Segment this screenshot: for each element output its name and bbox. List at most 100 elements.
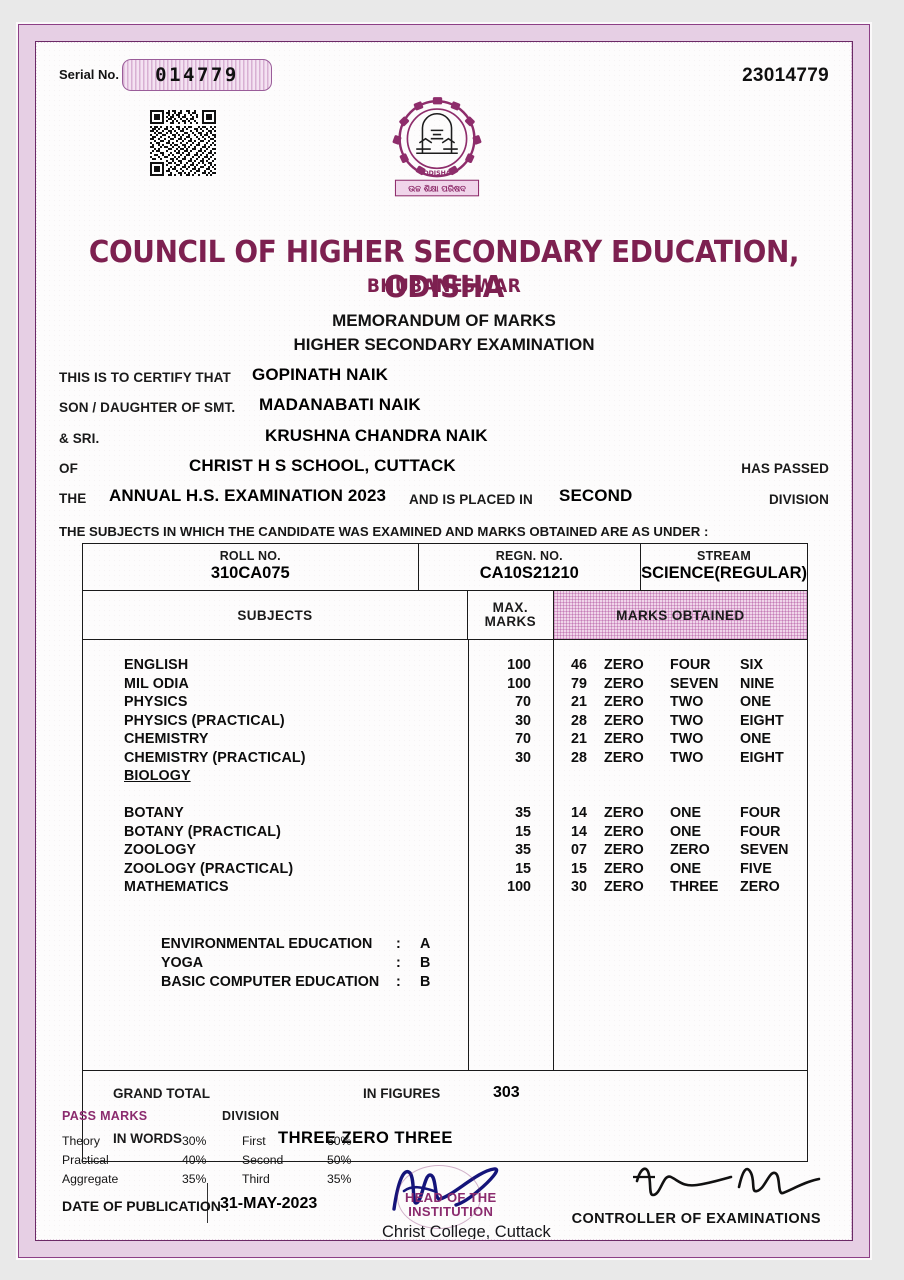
table-row: 30 ZERO THREE ZERO <box>554 878 807 897</box>
table-row <box>83 786 468 805</box>
marks-word-3: ONE <box>740 694 771 711</box>
subject-name: CHEMISTRY <box>124 731 209 748</box>
regn-no-value: CA10S21210 <box>479 564 579 582</box>
grand-total-figures: 303 <box>493 1084 520 1101</box>
max-marks-value: 15 <box>515 823 531 840</box>
table-row: Theory 30% First 60% <box>62 1131 387 1150</box>
marks-word-3: ZERO <box>740 879 780 896</box>
division-name: First <box>242 1133 266 1148</box>
pass-mark-pct: 30% <box>182 1133 207 1148</box>
stream-label: STREAM <box>697 549 752 563</box>
table-row: BOTANY <box>83 804 468 823</box>
subjects-header: SUBJECTS <box>237 607 313 623</box>
subjects-note: THE SUBJECTS IN WHICH THE CANDIDATE WAS … <box>59 524 709 539</box>
marks-word-2: TWO <box>670 712 704 729</box>
max-marks-column: 100 100 70 30 70 30 35 15 35 15 100 <box>468 640 553 1070</box>
subject-name: ZOOLOGY <box>124 842 197 859</box>
has-passed-text: HAS PASSED <box>741 461 829 476</box>
marks-body-row: ENGLISH MIL ODIA PHYSICS PHYSICS (PRACTICAL… <box>83 639 807 1070</box>
serial-no-label: Serial No. <box>59 67 119 82</box>
marks-word-3: EIGHT <box>740 712 784 729</box>
max-marks-value: 100 <box>507 879 531 896</box>
page-title: COUNCIL OF HIGHER SECONDARY EDUCATION, O… <box>88 235 800 305</box>
marks-word-3: FIVE <box>740 860 772 877</box>
marks-word-2: FOUR <box>670 657 711 674</box>
table-row: 15 <box>469 860 553 879</box>
graded-value: B <box>420 955 431 971</box>
marks-word-1: ZERO <box>604 657 644 674</box>
marks-word-2: TWO <box>670 694 704 711</box>
pass-mark-type: Theory <box>62 1133 100 1148</box>
table-row: 46 ZERO FOUR SIX <box>554 656 807 675</box>
division-pct: 50% <box>327 1152 352 1167</box>
table-row: 79 ZERO SEVEN NINE <box>554 675 807 694</box>
subject-name: MATHEMATICS <box>124 879 229 896</box>
marks-word-1: ZERO <box>604 675 644 692</box>
marks-number: 14 <box>571 805 587 822</box>
table-row: 70 <box>469 730 553 749</box>
marks-word-2: ONE <box>670 805 701 822</box>
subject-name: PHYSICS (PRACTICAL) <box>124 712 285 729</box>
marks-word-1: ZERO <box>604 860 644 877</box>
max-marks-value: 35 <box>515 805 531 822</box>
max-marks-value: 35 <box>515 842 531 859</box>
identity-row: ROLL NO. 310CA075 REGN. NO. CA10S21210 S… <box>83 544 807 590</box>
certificate-sheet: Serial No. 014779 23014779 <box>37 43 851 1239</box>
marks-number: 07 <box>571 842 587 859</box>
qr-code-icon <box>150 110 216 176</box>
graded-subject-name: ENVIRONMENTAL EDUCATION <box>161 936 373 952</box>
roll-no-cell: ROLL NO. 310CA075 <box>83 544 418 590</box>
placed-in-text: AND IS PLACED IN <box>409 492 533 507</box>
table-row: 30 <box>469 712 553 731</box>
division-pct: 35% <box>327 1171 352 1186</box>
marks-number: 21 <box>571 731 587 748</box>
max-marks-header-line1: MAX. <box>492 600 528 615</box>
mother-name: MADANABATI NAIK <box>259 395 421 414</box>
table-row: 30 <box>469 749 553 768</box>
subject-name: BOTANY <box>124 805 184 822</box>
marks-word-3: ONE <box>740 731 771 748</box>
grand-total-section: GRAND TOTAL IN FIGURES 303 IN WORDS THRE… <box>83 1070 807 1161</box>
list-item: YOGA: B <box>83 954 468 973</box>
max-marks-header-line2: MARKS <box>484 614 537 629</box>
table-row <box>469 786 553 805</box>
table-row: 21 ZERO TWO ONE <box>554 730 807 749</box>
subject-name: PHYSICS <box>124 694 188 711</box>
table-row: BOTANY (PRACTICAL) <box>83 823 468 842</box>
subject-name: MIL ODIA <box>124 675 189 692</box>
inner-border-line <box>35 41 853 1241</box>
marks-word-1: ZERO <box>604 879 644 896</box>
max-marks-value: 70 <box>515 731 531 748</box>
regn-no-cell: REGN. NO. CA10S21210 <box>417 544 641 590</box>
table-row <box>554 767 807 786</box>
max-marks-value: 100 <box>507 675 531 692</box>
controller-of-examinations-label: CONTROLLER OF EXAMINATIONS <box>571 1211 821 1227</box>
table-row: 100 <box>469 656 553 675</box>
marks-word-3: FOUR <box>740 805 781 822</box>
school-name: CHRIST H S SCHOOL, CUTTACK <box>189 456 456 475</box>
table-row: CHEMISTRY (PRACTICAL) <box>83 749 468 768</box>
subject-name: BIOLOGY <box>124 768 191 785</box>
in-words-label: IN WORDS <box>113 1130 182 1146</box>
marks-number: 15 <box>571 860 587 877</box>
exam-title: HIGHER SECONDARY EXAMINATION <box>293 335 595 354</box>
svg-text:ଉଚ୍ଚ ଶିକ୍ଷା ପରିଷଦ: ଉଚ୍ଚ ଶିକ୍ଷା ପରିଷଦ <box>408 184 466 194</box>
marks-word-2: THREE <box>670 879 719 896</box>
table-row: 15 <box>469 823 553 842</box>
subject-name: ENGLISH <box>124 657 189 674</box>
marks-number: 28 <box>571 749 587 766</box>
table-row: PHYSICS (PRACTICAL) <box>83 712 468 731</box>
marks-word-2: ZERO <box>670 842 710 859</box>
list-item: BASIC COMPUTER EDUCATION: B <box>83 973 468 992</box>
memorandum-title: MEMORANDUM OF MARKS <box>332 311 556 330</box>
graded-subject-name: YOGA <box>161 955 204 971</box>
table-row: ZOOLOGY (PRACTICAL) <box>83 860 468 879</box>
marks-number: 14 <box>571 823 587 840</box>
father-name: KRUSHNA CHANDRA NAIK <box>265 426 488 445</box>
table-row: 28 ZERO TWO EIGHT <box>554 712 807 731</box>
marks-table: ROLL NO. 310CA075 REGN. NO. CA10S21210 S… <box>82 543 808 1162</box>
pass-mark-pct: 35% <box>182 1171 207 1186</box>
subject-names-column: ENGLISH MIL ODIA PHYSICS PHYSICS (PRACTICAL… <box>83 640 468 1070</box>
marks-word-1: ZERO <box>604 842 644 859</box>
in-words-value: THREE ZERO THREE <box>278 1128 453 1147</box>
